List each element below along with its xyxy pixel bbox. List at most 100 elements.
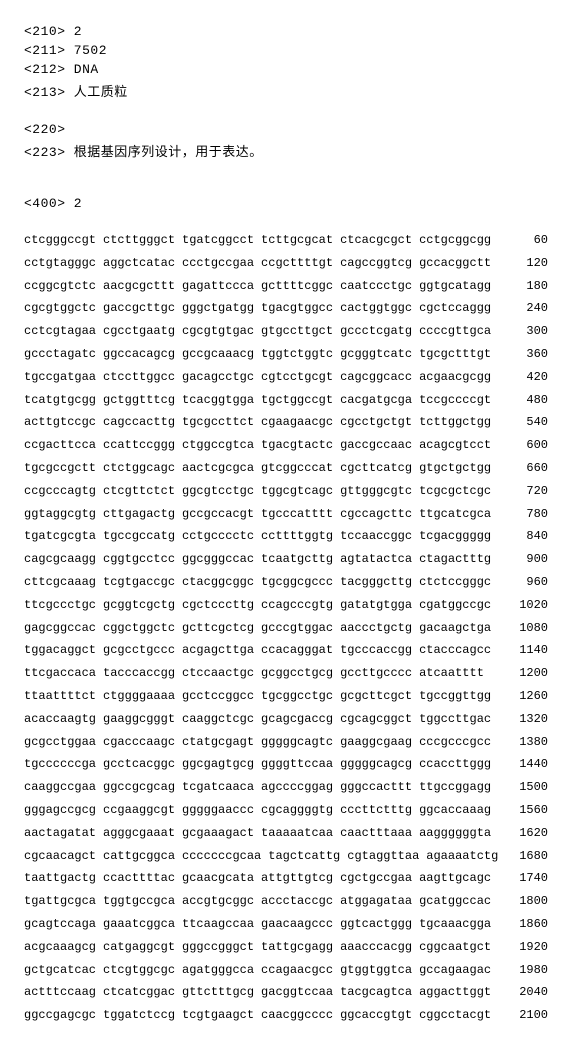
sequence-blocks: actttccaagctcatcggacgttctttgcggacggtccaa…: [24, 981, 491, 1004]
sequence-block: ccattccggg: [103, 434, 175, 457]
sequence-row: acaccaagtggaaggcgggtcaaggctcgcgcagcgaccg…: [24, 708, 548, 731]
sequence-row: cgcaacagctcattgcggcacccccccgcaatagctcatt…: [24, 845, 548, 868]
sequence-row: ctcgggccgtctcttgggcttgatcggccttcttgcgcat…: [24, 229, 548, 252]
sequence-block: ctccaactgc: [182, 662, 254, 685]
sequence-position: 1260: [500, 685, 548, 708]
sequence-block: ggtaggcgtg: [24, 503, 96, 526]
sequence-block: atcaatttt: [419, 662, 484, 685]
sequence-position: 1800: [500, 890, 548, 913]
sequence-position: 2040: [500, 981, 548, 1004]
sequence-block: ggcgtcctgc: [182, 480, 254, 503]
sequence-block: acgagcttga: [182, 639, 254, 662]
sequence-blocks: tgattgcgcatggtgccgcaaccgtgcggcaccctaccgc…: [24, 890, 491, 913]
sequence-block: tgcggcgccc: [261, 571, 333, 594]
sequence-block: cgacccaagc: [103, 731, 175, 754]
sequence-blocks: ggccgagcgctggatctccgtcgtgaagctcaacggcccc…: [24, 1004, 491, 1027]
sequence-block: gtgctgctgg: [419, 457, 491, 480]
sequence-blocks: tgccccccgagcctcacggcggcgagtgcgggggttccaa…: [24, 753, 491, 776]
sequence-block: ccgcttttgt: [261, 252, 333, 275]
sequence-block: cccttctttg: [340, 799, 412, 822]
sequence-block: gggggcagtc: [261, 731, 333, 754]
sequence-block: ccacagggat: [261, 639, 333, 662]
sequence-block: ttgcatcgca: [419, 503, 491, 526]
sequence-block: tggtgccgca: [103, 890, 175, 913]
seq-length-line: <211> 7502: [24, 43, 548, 58]
sequence-block: gcaacgcata: [182, 867, 254, 890]
sequence-block: gctggtttcg: [103, 389, 175, 412]
sequence-block: ccccgttgca: [419, 320, 491, 343]
sequence-block: tgacgtggcc: [261, 297, 333, 320]
sequence-block: tgcaaacgga: [419, 913, 491, 936]
sequence-block: gccacggctt: [419, 252, 491, 275]
sequence-row: ggtaggcgtgcttgagactggccgccacgttgcccatttt…: [24, 503, 548, 526]
sequence-row: actttccaagctcatcggacgttctttgcggacggtccaa…: [24, 981, 548, 1004]
sequence-row: ttaattttctctggggaaaagcctccggcctgcggcctgc…: [24, 685, 548, 708]
sequence-row: aactagatatagggcgaaatgcgaaagacttaaaaatcaa…: [24, 822, 548, 845]
sequence-blocks: cagcgcaaggcggtgcctccggcgggccactcaatgcttg…: [24, 548, 491, 571]
sequence-position: 840: [500, 525, 548, 548]
sequence-block: ttgccggagg: [419, 776, 491, 799]
sequence-block: ggcgagtgcg: [182, 753, 254, 776]
sequence-block: ctccttggcc: [103, 366, 175, 389]
sequence-row: tgcgccgcttctctggcagcaactcgcgcagtcggcccat…: [24, 457, 548, 480]
sequence-row: gctgcatcacctcgtggcgcagatgggccaccagaacgcc…: [24, 959, 548, 982]
sequence-position: 1560: [500, 799, 548, 822]
sequence-blocks: cgcaacagctcattgcggcacccccccgcaatagctcatt…: [24, 845, 498, 868]
sequence-block: cctcgtagaa: [24, 320, 96, 343]
sequence-block: gccgcaaacg: [182, 343, 254, 366]
sequence-block: gcttttcggc: [261, 275, 333, 298]
sequence-block: ggtgcatagg: [419, 275, 491, 298]
sequence-block: ggccacagcg: [103, 343, 175, 366]
sequence-block: tgcgctttgt: [419, 343, 491, 366]
sequence-block: ggcaccgtgt: [340, 1004, 412, 1027]
sequence-blocks: acaccaagtggaaggcgggtcaaggctcgcgcagcgaccg…: [24, 708, 491, 731]
sequence-blocks: ctcgggccgtctcttgggcttgatcggccttcttgcgcat…: [24, 229, 491, 252]
sequence-block: gaccgcttgc: [103, 297, 175, 320]
sequence-position: 1500: [500, 776, 548, 799]
sequence-block: gcctcacggc: [103, 753, 175, 776]
sequence-block: gccctcgatg: [340, 320, 412, 343]
sequence-row: ccgcccagtgctcgttctctggcgtcctgctggcgtcagc…: [24, 480, 548, 503]
sequence-block: aacgcgcttt: [103, 275, 175, 298]
sequence-block: cagccggtcg: [340, 252, 412, 275]
sequence-block: cggctggctc: [103, 617, 175, 640]
sequence-block: acttgtccgc: [24, 411, 96, 434]
sequence-row: tgattgcgcatggtgccgcaaccgtgcggcaccctaccgc…: [24, 890, 548, 913]
sequence-block: ccagaacgcc: [261, 959, 333, 982]
sequence-block: acgcaaagcg: [24, 936, 96, 959]
sequence-block: tggatctccg: [103, 1004, 175, 1027]
sequence-block: cggcctacgt: [419, 1004, 491, 1027]
sequence-block: cgcctgctgt: [340, 411, 412, 434]
sequence-block: tattgcgagg: [261, 936, 333, 959]
sequence-block: tcttggctgg: [419, 411, 491, 434]
sequence-block: catgaggcgt: [103, 936, 175, 959]
sequence-blocks: acgcaaagcgcatgaggcgtgggccgggcttattgcgagg…: [24, 936, 491, 959]
sequence-position: 1380: [500, 731, 548, 754]
sequence-blocks: tgatcgcgtatgccgccatgcctgcccctcccttttggtg…: [24, 525, 491, 548]
sequence-block: tcatgtgcgg: [24, 389, 96, 412]
sequence-block: cttcgcaaag: [24, 571, 96, 594]
sequence-block: cgctccaggg: [419, 297, 491, 320]
sequence-blocks: cctgtagggcaggctcatacccctgccgaaccgcttttgt…: [24, 252, 491, 275]
sequence-block: gcagtccaga: [24, 913, 96, 936]
sequence-block: ccgacttcca: [24, 434, 96, 457]
sequence-block: cgcctgaatg: [103, 320, 175, 343]
sequence-block: tgcgccttct: [182, 411, 254, 434]
sequence-block: caacggcccc: [261, 1004, 333, 1027]
sequence-block: ggccgcgcag: [103, 776, 175, 799]
sequence-block: gttctttgcg: [182, 981, 254, 1004]
sequence-block: cacgatgcga: [340, 389, 412, 412]
sequence-block: tggcgtcagc: [261, 480, 333, 503]
sequence-block: gggggcagcg: [340, 753, 412, 776]
sequence-block: cgcgtggctc: [24, 297, 96, 320]
sequence-position: 540: [500, 411, 548, 434]
sequence-block: tgcccatttt: [261, 503, 333, 526]
sequence-position: 1080: [500, 617, 548, 640]
sequence-block: ggggttccaa: [261, 753, 333, 776]
sequence-block: caatccctgc: [340, 275, 412, 298]
sequence-block: tgacgtactc: [261, 434, 333, 457]
sequence-block: gggccacttt: [340, 776, 412, 799]
sequence-position: 1200: [500, 662, 548, 685]
sequence-block: gccctagatc: [24, 343, 96, 366]
sequence-block: tacgggcttg: [340, 571, 412, 594]
